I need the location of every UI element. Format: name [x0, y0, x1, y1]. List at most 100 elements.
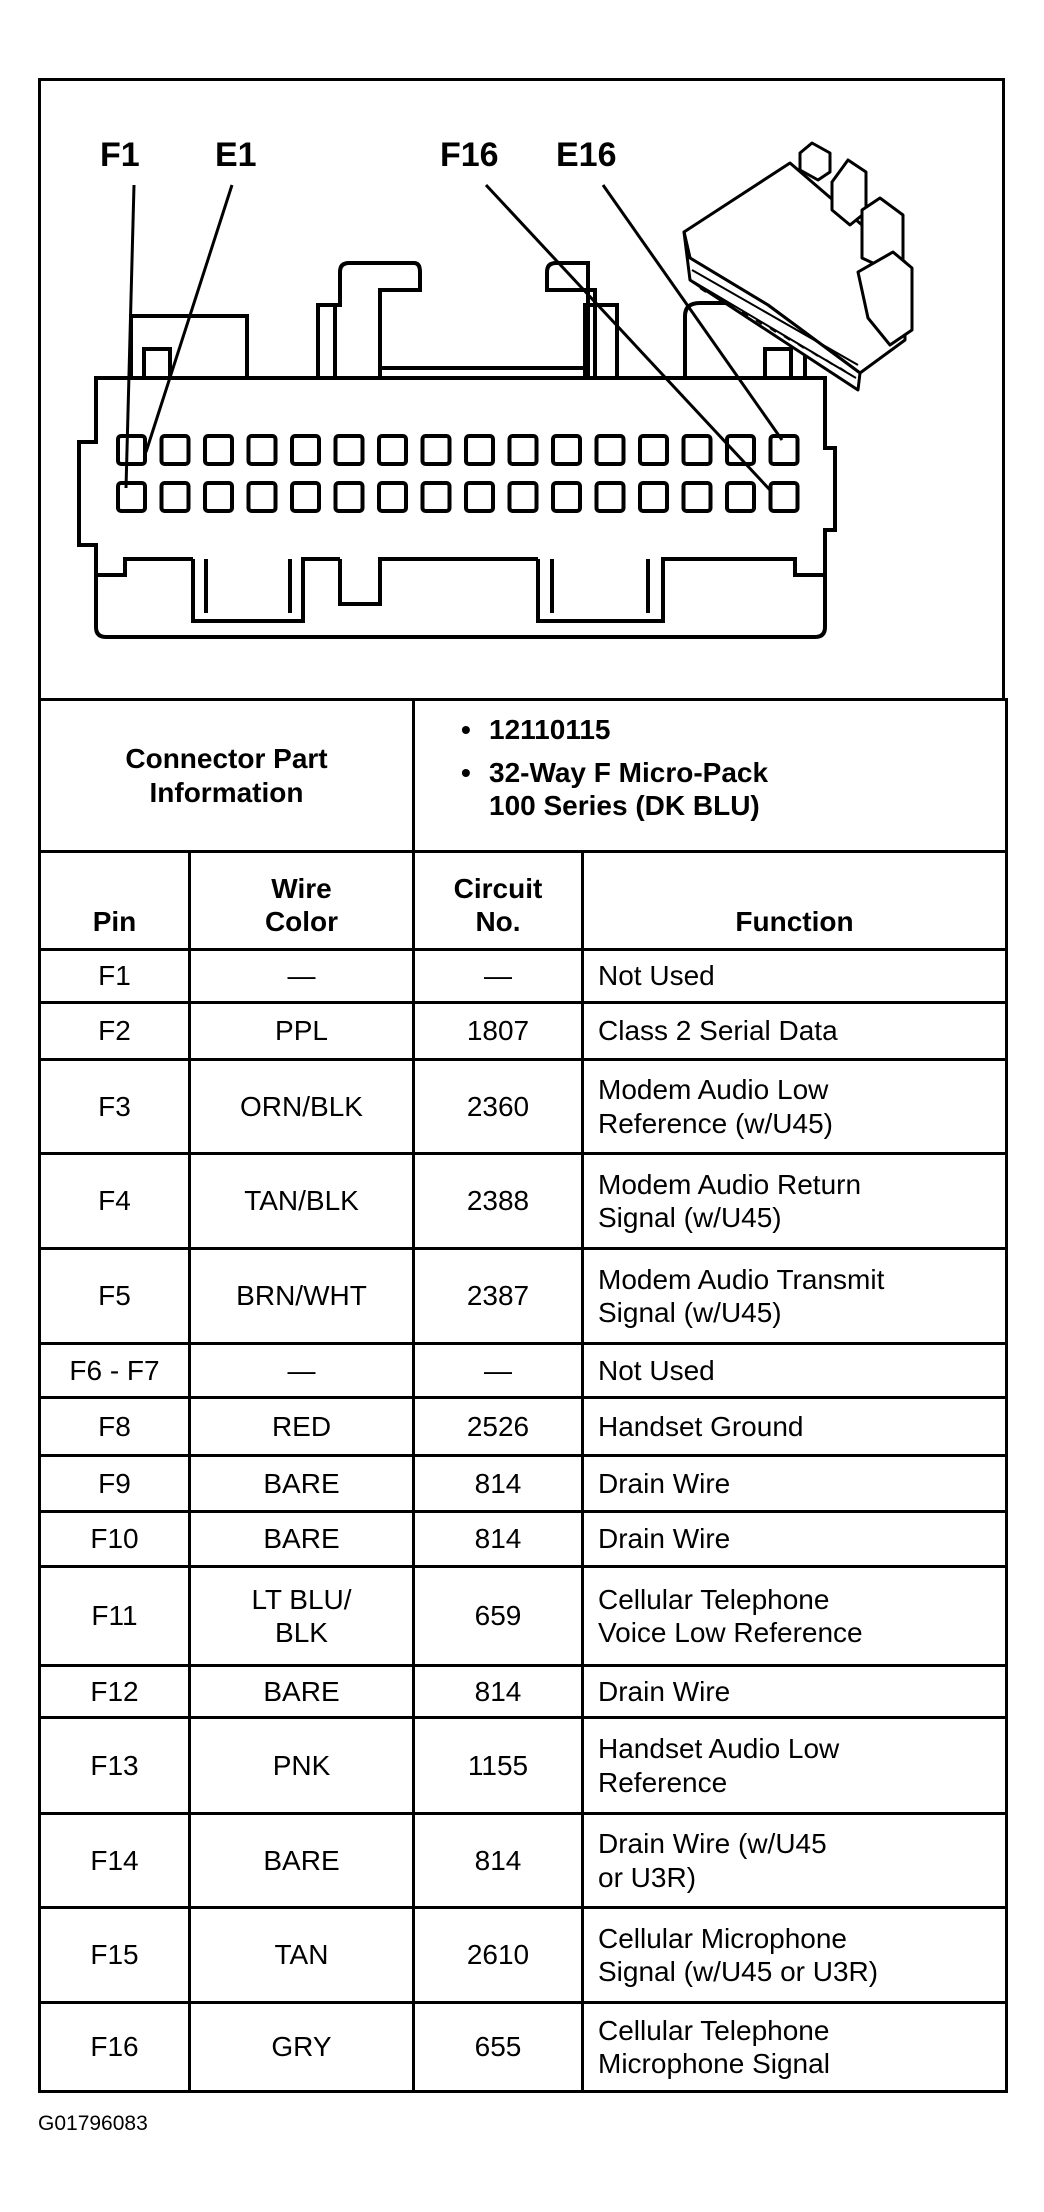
header-pin: Pin [38, 850, 191, 951]
label-f16: F16 [440, 136, 499, 174]
header-circuit: Circuit No. [412, 850, 584, 951]
wire-color-cell: BRN/WHT [188, 1247, 415, 1345]
wire-color-cell: GRY [188, 2001, 415, 2093]
iso-end-block [856, 250, 914, 347]
leader-line-f1 [124, 184, 136, 489]
circuit-cell: 2360 [412, 1058, 584, 1155]
table-row: F13 PNK 1155 Handset Audio Low Reference [38, 1716, 1008, 1815]
pin-cavity [246, 434, 278, 466]
pin-cell: F3 [38, 1058, 191, 1155]
latch-right [545, 261, 597, 378]
bottom-slot-left [191, 559, 342, 613]
pin-cavity [159, 434, 191, 466]
wire-color-cell: BARE [188, 1510, 415, 1568]
circuit-cell: 659 [412, 1565, 584, 1667]
pin-cavity [377, 434, 408, 466]
pin-cavity [290, 434, 321, 466]
connector-info-label: Connector Part Information [38, 698, 415, 853]
pin-cavity [116, 434, 147, 466]
function-cell: Drain Wire [581, 1510, 1008, 1568]
pin-cavity [507, 434, 539, 466]
wire-color-cell: — [188, 948, 415, 1004]
wire-color-cell: TAN/BLK [188, 1152, 415, 1250]
pin-cavity [551, 434, 582, 466]
table-row: F1— — Not Used [38, 948, 1008, 1004]
wire-color-cell: — [188, 1342, 415, 1399]
figure-code: G01796083 [38, 2112, 148, 2135]
pin-cell: F16 [38, 2001, 191, 2093]
function-cell: Cellular Telephone Microphone Signal [581, 2001, 1008, 2093]
connector-isometric-view [682, 141, 914, 392]
function-cell: Cellular Telephone Voice Low Reference [581, 1565, 1008, 1667]
pin-cell: F10 [38, 1510, 191, 1568]
wire-color-cell: PNK [188, 1716, 415, 1815]
pin-cavity [246, 481, 278, 513]
wire-color-cell: LT BLU/ BLK [188, 1565, 415, 1667]
table-row: F15 TAN 2610 Cellular Microphone Signal (w/… [38, 1906, 1008, 2004]
circuit-cell: 1155 [412, 1716, 584, 1815]
function-cell: Cellular Microphone Signal (w/U45 or U3R… [581, 1906, 1008, 2004]
pin-cavity [116, 481, 147, 513]
circuit-cell: — [412, 1342, 584, 1399]
pin-cavity [725, 481, 756, 513]
pin-cell: F8 [38, 1396, 191, 1457]
leader-line-f16 [484, 183, 772, 492]
circuit-cell: 2526 [412, 1396, 584, 1457]
pin-cell: F12 [38, 1664, 191, 1719]
wire-color-cell: BARE [188, 1812, 415, 1909]
table-row: F16 GRY 655 Cellular Telephone Microphone S… [38, 2001, 1008, 2093]
pin-cavity [681, 434, 713, 466]
pin-cavity [333, 481, 365, 513]
wire-color-cell: BARE [188, 1664, 415, 1719]
header-function: Function [581, 850, 1008, 951]
pin-cell: F1 [38, 948, 191, 1004]
table-row: F5 BRN/WHT 2387 Modem Audio Transmit Signal… [38, 1247, 1008, 1345]
pin-cavity [464, 481, 495, 513]
wire-color-cell: PPL [188, 1001, 415, 1061]
pin-cell: F13 [38, 1716, 191, 1815]
label-e16: E16 [556, 136, 617, 174]
pin-cavity [203, 481, 234, 513]
table-row: F8 RED 2526 Handset Ground [38, 1396, 1008, 1457]
function-cell: Handset Ground [581, 1396, 1008, 1457]
pin-cell: F11 [38, 1565, 191, 1667]
table-row: F14 BARE 814 Drain Wire (w/U45 or U3R) [38, 1812, 1008, 1909]
bottom-slot-right [536, 559, 665, 613]
pin-cell: F5 [38, 1247, 191, 1345]
circuit-cell: 814 [412, 1664, 584, 1719]
function-cell: Class 2 Serial Data [581, 1001, 1008, 1061]
label-f1: F1 [100, 136, 140, 174]
pin-cavity [377, 481, 408, 513]
leader-line-e1 [144, 184, 234, 453]
circuit-cell: 2387 [412, 1247, 584, 1345]
connector-body [77, 376, 837, 639]
leader-line-e16 [601, 184, 784, 441]
pin-cavity [768, 434, 800, 466]
iso-latch-1 [798, 141, 832, 182]
header-wire-color: Wire Color [188, 850, 415, 951]
function-cell: Not Used [581, 948, 1008, 1004]
iso-pin-rail [691, 269, 859, 366]
table-row: F4 TAN/BLK 2388 Modem Audio Return Signal (… [38, 1152, 1008, 1250]
circuit-cell: 814 [412, 1454, 584, 1513]
pin-cavity [638, 481, 669, 513]
table-header-row: Pin Wire Color Circuit No. Function [38, 850, 1008, 951]
housing-notch-left [142, 347, 172, 378]
pin-cell: F15 [38, 1906, 191, 2004]
pin-cell: F6 - F7 [38, 1342, 191, 1399]
pin-cavity [594, 481, 626, 513]
pin-cell: F4 [38, 1152, 191, 1250]
circuit-cell: 2610 [412, 1906, 584, 2004]
pin-cell: F2 [38, 1001, 191, 1061]
circuit-cell: 1807 [412, 1001, 584, 1061]
pin-cavity [464, 434, 495, 466]
circuit-cell: 655 [412, 2001, 584, 2093]
table-row: F9 BARE 814 Drain Wire [38, 1454, 1008, 1513]
table-row: F11 LT BLU/ BLK 659 Cellular Telephone Voic… [38, 1565, 1008, 1667]
table-row: F12 BARE 814 Drain Wire [38, 1664, 1008, 1719]
table-row: F6 - F7— — Not Used [38, 1342, 1008, 1399]
connector-diagram [38, 78, 1005, 701]
connector-info-cell: 12110115 32-Way F Micro-Pack 100 Series … [412, 698, 1008, 853]
function-cell: Modem Audio Transmit Signal (w/U45) [581, 1247, 1008, 1345]
table-row: F3 ORN/BLK 2360 Modem Audio Low Reference (… [38, 1058, 1008, 1155]
